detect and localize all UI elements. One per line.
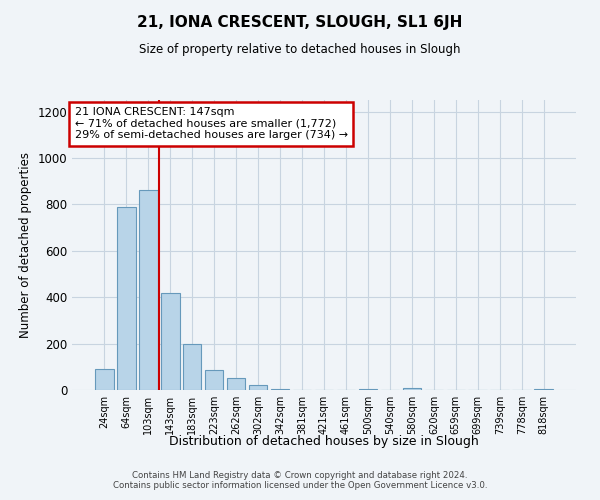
Text: Size of property relative to detached houses in Slough: Size of property relative to detached ho…	[139, 42, 461, 56]
Bar	[227, 378, 245, 390]
Bar	[161, 292, 179, 390]
Bar	[271, 389, 289, 390]
Text: 21 IONA CRESCENT: 147sqm
← 71% of detached houses are smaller (1,772)
29% of sem: 21 IONA CRESCENT: 147sqm ← 71% of detach…	[74, 108, 347, 140]
Bar	[403, 388, 421, 390]
Bar	[139, 190, 158, 390]
Text: 21, IONA CRESCENT, SLOUGH, SL1 6JH: 21, IONA CRESCENT, SLOUGH, SL1 6JH	[137, 15, 463, 30]
Bar	[249, 386, 268, 390]
Bar	[95, 369, 113, 390]
Bar	[359, 389, 377, 390]
Bar	[117, 206, 136, 390]
Bar	[205, 370, 223, 390]
Y-axis label: Number of detached properties: Number of detached properties	[19, 152, 32, 338]
Bar	[535, 389, 553, 390]
Bar	[183, 344, 202, 390]
Text: Distribution of detached houses by size in Slough: Distribution of detached houses by size …	[169, 435, 479, 448]
Text: Contains HM Land Registry data © Crown copyright and database right 2024.
Contai: Contains HM Land Registry data © Crown c…	[113, 470, 487, 490]
